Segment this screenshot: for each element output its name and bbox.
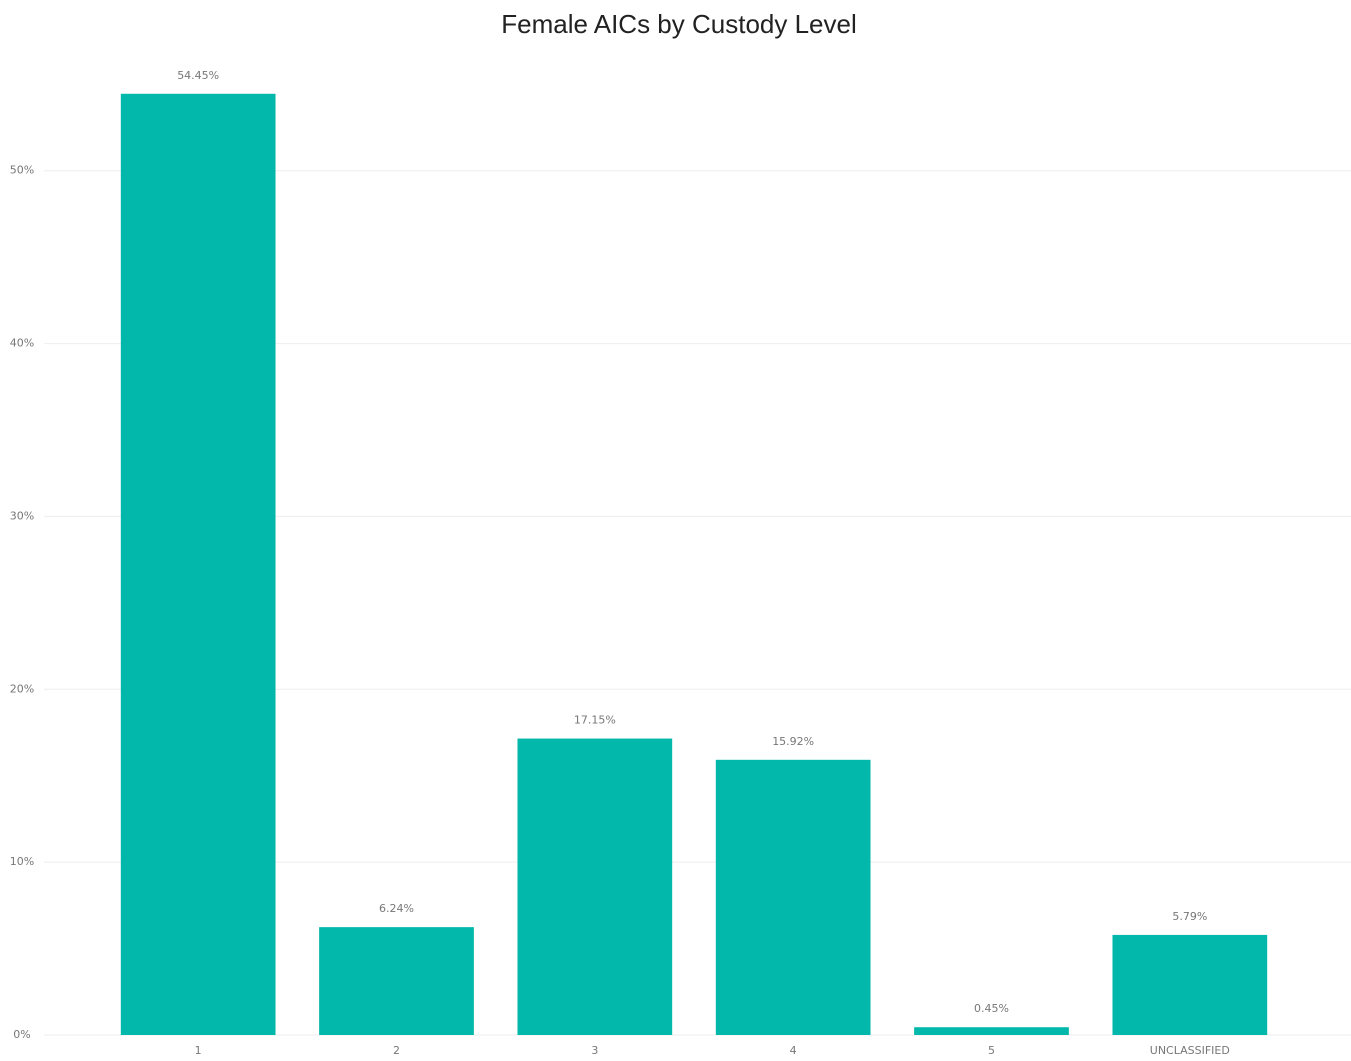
x-tick-label: UNCLASSIFIED [1150,1044,1230,1057]
bar [715,759,871,1035]
bar [517,738,673,1035]
data-label: 15.92% [772,735,814,748]
x-tick-label: 3 [591,1044,598,1057]
data-label: 17.15% [574,714,616,727]
y-tick-label: 0% [13,1028,30,1041]
y-tick-label: 30% [10,509,34,522]
data-label: 0.45% [974,1002,1009,1015]
bar [914,1027,1069,1035]
x-tick-label: 1 [195,1044,202,1057]
bar [319,927,474,1035]
y-tick-label: 20% [10,682,34,695]
chart-title: Female AICs by Custody Level [501,9,857,39]
data-label: 5.79% [1172,910,1207,923]
data-label: 54.45% [177,69,219,82]
y-tick-label: 50% [10,164,34,177]
x-tick-label: 5 [988,1044,995,1057]
bar [1112,934,1268,1035]
y-tick-label: 10% [10,855,34,868]
data-label: 6.24% [379,902,414,915]
x-tick-label: 2 [393,1044,400,1057]
x-tick-label: 4 [790,1044,797,1057]
y-tick-label: 40% [10,337,34,350]
bar [120,93,276,1036]
